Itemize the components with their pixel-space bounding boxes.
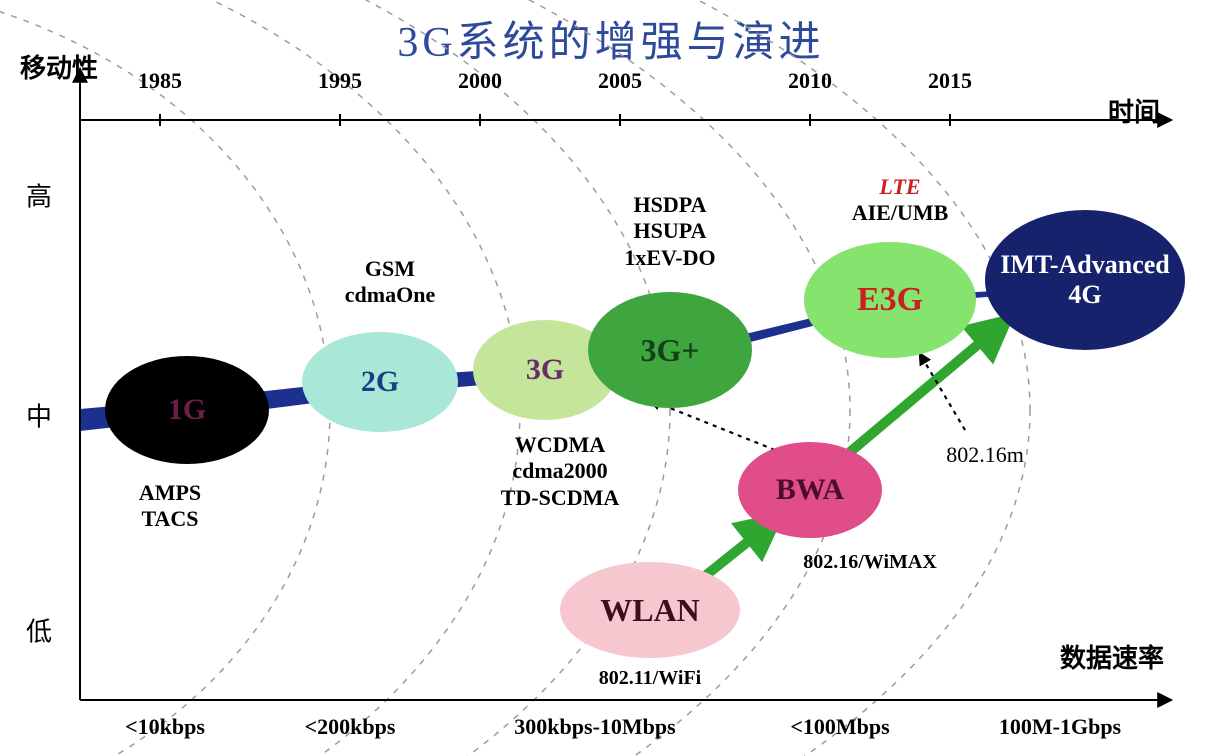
mobility-tick-1: 中 xyxy=(26,397,52,434)
caption-8216m: 802.16m xyxy=(946,442,1024,468)
node-2g-label: 2G xyxy=(361,365,399,400)
caption-wifi: 802.11/WiFi xyxy=(599,666,701,690)
caption-aie: AIE/UMB xyxy=(852,200,949,226)
node-wlan-label: WLAN xyxy=(600,592,700,629)
rate-tick-1: <200kbps xyxy=(305,714,396,740)
caption-gsm: GSM cdmaOne xyxy=(345,256,435,309)
node-4g-label: IMT-Advanced 4G xyxy=(1000,250,1170,310)
caption-lte: LTE xyxy=(879,174,920,200)
x-bottom-axis-label: 数据速率 xyxy=(1060,638,1164,675)
time-tick-0: 1985 xyxy=(138,68,182,94)
time-tick-3: 2005 xyxy=(598,68,642,94)
node-4g: IMT-Advanced 4G xyxy=(985,210,1185,350)
caption-hsdpa: HSDPA HSUPA 1xEV-DO xyxy=(624,192,715,271)
node-3g-label: 3G xyxy=(526,353,564,388)
node-2g: 2G xyxy=(302,332,458,432)
mobility-tick-2: 低 xyxy=(26,612,52,649)
node-1g-label: 1G xyxy=(168,393,206,428)
page-title: 3G系统的增强与演进 xyxy=(0,8,1222,69)
rate-tick-4: 100M-1Gbps xyxy=(999,714,1121,740)
node-3gplus: 3G+ xyxy=(588,292,752,408)
time-tick-4: 2010 xyxy=(788,68,832,94)
y-axis-label: 移动性 xyxy=(20,48,98,85)
time-tick-1: 1995 xyxy=(318,68,362,94)
caption-wimax: 802.16/WiMAX xyxy=(803,550,937,574)
rate-tick-3: <100Mbps xyxy=(790,714,889,740)
time-tick-2: 2000 xyxy=(458,68,502,94)
node-3gplus-label: 3G+ xyxy=(640,332,699,369)
node-e3g: E3G xyxy=(804,242,976,358)
mobility-tick-0: 高 xyxy=(26,177,52,214)
x-top-axis-label: 时间 xyxy=(1108,92,1160,129)
caption-amps: AMPS TACS xyxy=(139,480,201,533)
node-bwa-label: BWA xyxy=(776,473,844,508)
rate-tick-0: <10kbps xyxy=(125,714,205,740)
node-1g: 1G xyxy=(105,356,269,464)
rate-tick-2: 300kbps-10Mbps xyxy=(514,714,675,740)
node-bwa: BWA xyxy=(738,442,882,538)
time-tick-5: 2015 xyxy=(928,68,972,94)
node-wlan: WLAN xyxy=(560,562,740,658)
node-e3g-label: E3G xyxy=(857,280,923,319)
caption-wcdma: WCDMA cdma2000 TD-SCDMA xyxy=(501,432,620,511)
